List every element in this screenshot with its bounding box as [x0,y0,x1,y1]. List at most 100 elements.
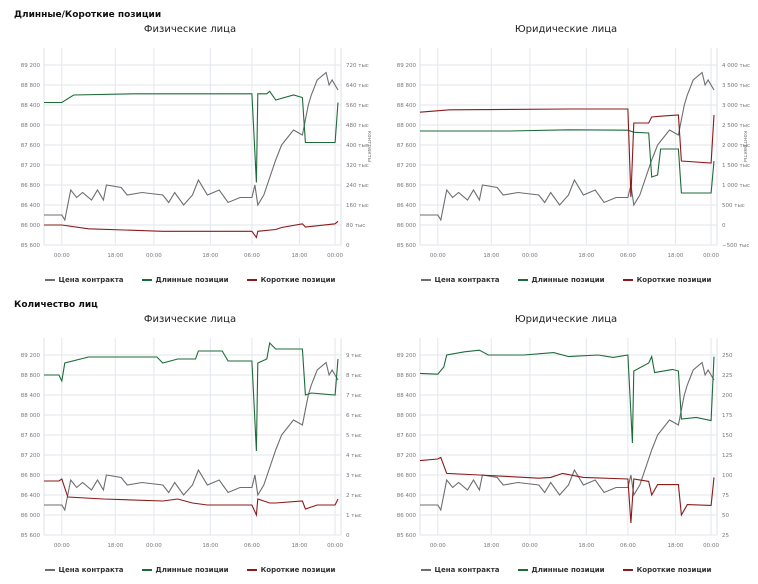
series-line-price [44,71,339,222]
left-tick-label: 89 200 [21,63,41,69]
series-line-long [419,349,715,444]
right-tick-label: 2 500 тыс [722,123,750,129]
right-tick-label: 80 тыс [346,223,365,229]
legend-item[interactable]: Длинные позиции [517,276,605,284]
right-tick-label: 50 [722,513,729,519]
right-tick-label: 1 500 тыс [722,163,750,169]
left-tick-label: 85 600 [21,533,41,539]
legend-label: Короткие позиции [260,276,336,284]
legend-label: Длинные позиции [531,276,605,284]
chart-title: Юридические лица [514,24,618,35]
legend-swatch [44,279,55,281]
legend-swatch [44,569,55,571]
right-tick-label: 3 500 тыс [722,83,750,89]
left-tick-label: 86 000 [21,223,41,229]
legend: Цена контракта Длинные позиции Короткие по… [380,276,752,284]
right-tick-label: 4 тыс [346,453,362,459]
right-tick-label: 2 тыс [346,493,362,499]
left-tick-label: 89 200 [21,353,41,359]
x-tick-label: 00:00 [703,543,719,549]
right-tick-label: 640 тыс [346,83,369,89]
chart-svg: 85 600 0 86 000 1 тыс 86 400 2 тыс 86 800 3 тыс… [21,338,362,549]
chart-positions-legal: Юридические лица 85 600 −500 тыс 86 000 0 86 … [380,24,752,294]
legend-item[interactable]: Длинные позиции [141,276,229,284]
legend-item[interactable]: Цена контракта [420,276,500,284]
right-tick-label: 150 [722,433,733,439]
right-tick-label: 720 тыс [346,63,369,69]
series-line-short [44,220,339,239]
left-tick-label: 87 200 [397,163,417,169]
legend-item[interactable]: Короткие позиции [246,566,335,574]
legend-item[interactable]: Длинные позиции [517,566,605,574]
x-tick-label: 18:00 [107,253,123,259]
left-tick-label: 85 600 [397,243,417,249]
legend-swatch [141,569,152,571]
legend-item[interactable]: Длинные позиции [141,566,229,574]
legend-item[interactable]: Цена контракта [420,566,500,574]
left-tick-label: 86 000 [397,223,417,229]
left-tick-label: 85 600 [397,533,417,539]
right-tick-label: 0 [346,243,350,249]
x-tick-label: 00:00 [146,543,162,549]
legend: Цена контракта Длинные позиции Короткие по… [4,276,376,284]
legend-item[interactable]: Цена контракта [44,566,124,574]
right-tick-label: 125 [722,453,733,459]
x-tick-label: 06:00 [244,253,260,259]
x-tick-label: 06:00 [620,253,636,259]
left-tick-label: 86 000 [21,513,41,519]
x-tick-label: 00:00 [522,543,538,549]
right-tick-label: 160 тыс [346,203,369,209]
left-tick-label: 86 800 [397,183,417,189]
right-tick-label: 4 000 тыс [722,63,750,69]
right-axis-title: контракты [742,131,748,162]
x-tick-label: 00:00 [430,253,446,259]
legend-swatch [517,569,528,571]
legend-swatch [420,279,431,281]
right-tick-label: 175 [722,413,733,419]
right-tick-label: 6 тыс [346,413,362,419]
left-tick-label: 88 000 [21,413,41,419]
right-tick-label: 200 [722,393,733,399]
legend-item[interactable]: Короткие позиции [622,566,711,574]
legend-item[interactable]: Короткие позиции [246,276,336,284]
legend-item[interactable]: Короткие позиции [622,276,712,284]
right-tick-label: 2 000 тыс [722,143,750,149]
right-tick-label: 75 [722,493,729,499]
right-tick-label: 480 тыс [346,123,369,129]
left-tick-label: 88 400 [21,393,41,399]
series-line-price [420,71,715,222]
left-tick-label: 86 400 [397,203,417,209]
legend-swatch [246,279,257,281]
left-tick-label: 88 400 [397,393,417,399]
x-tick-label: 18:00 [578,253,594,259]
left-tick-label: 87 600 [21,433,41,439]
right-tick-label: 5 тыс [346,433,362,439]
left-tick-label: 88 000 [21,123,41,129]
legend-label: Короткие позиции [636,276,712,284]
chart-title: Юридические лица [514,314,618,325]
left-tick-label: 88 400 [21,103,41,109]
x-tick-label: 00:00 [522,253,538,259]
x-tick-label: 00:00 [54,543,70,549]
left-tick-label: 87 600 [21,143,41,149]
right-tick-label: 560 тыс [346,103,369,109]
section-title-count: Количество лиц [14,300,98,310]
series-line-long [44,90,339,183]
left-tick-label: 87 200 [21,453,41,459]
right-tick-label: 7 тыс [346,393,362,399]
left-tick-label: 87 600 [397,433,417,439]
right-tick-label: 320 тыс [346,163,369,169]
left-tick-label: 85 600 [21,243,41,249]
series-line-price [44,361,339,512]
legend-item[interactable]: Цена контракта [44,276,124,284]
chart-svg: 85 600 25 86 000 50 86 400 75 86 800 100 87 200 1… [397,338,733,549]
x-tick-label: 00:00 [327,543,343,549]
x-tick-label: 18:00 [291,543,307,549]
x-tick-label: 00:00 [327,253,343,259]
left-tick-label: 86 000 [397,513,417,519]
left-tick-label: 88 400 [397,103,417,109]
x-tick-label: 18:00 [202,543,218,549]
chart-title: Физические лица [143,24,237,35]
left-tick-label: 88 000 [397,123,417,129]
legend-label: Длинные позиции [531,566,605,574]
